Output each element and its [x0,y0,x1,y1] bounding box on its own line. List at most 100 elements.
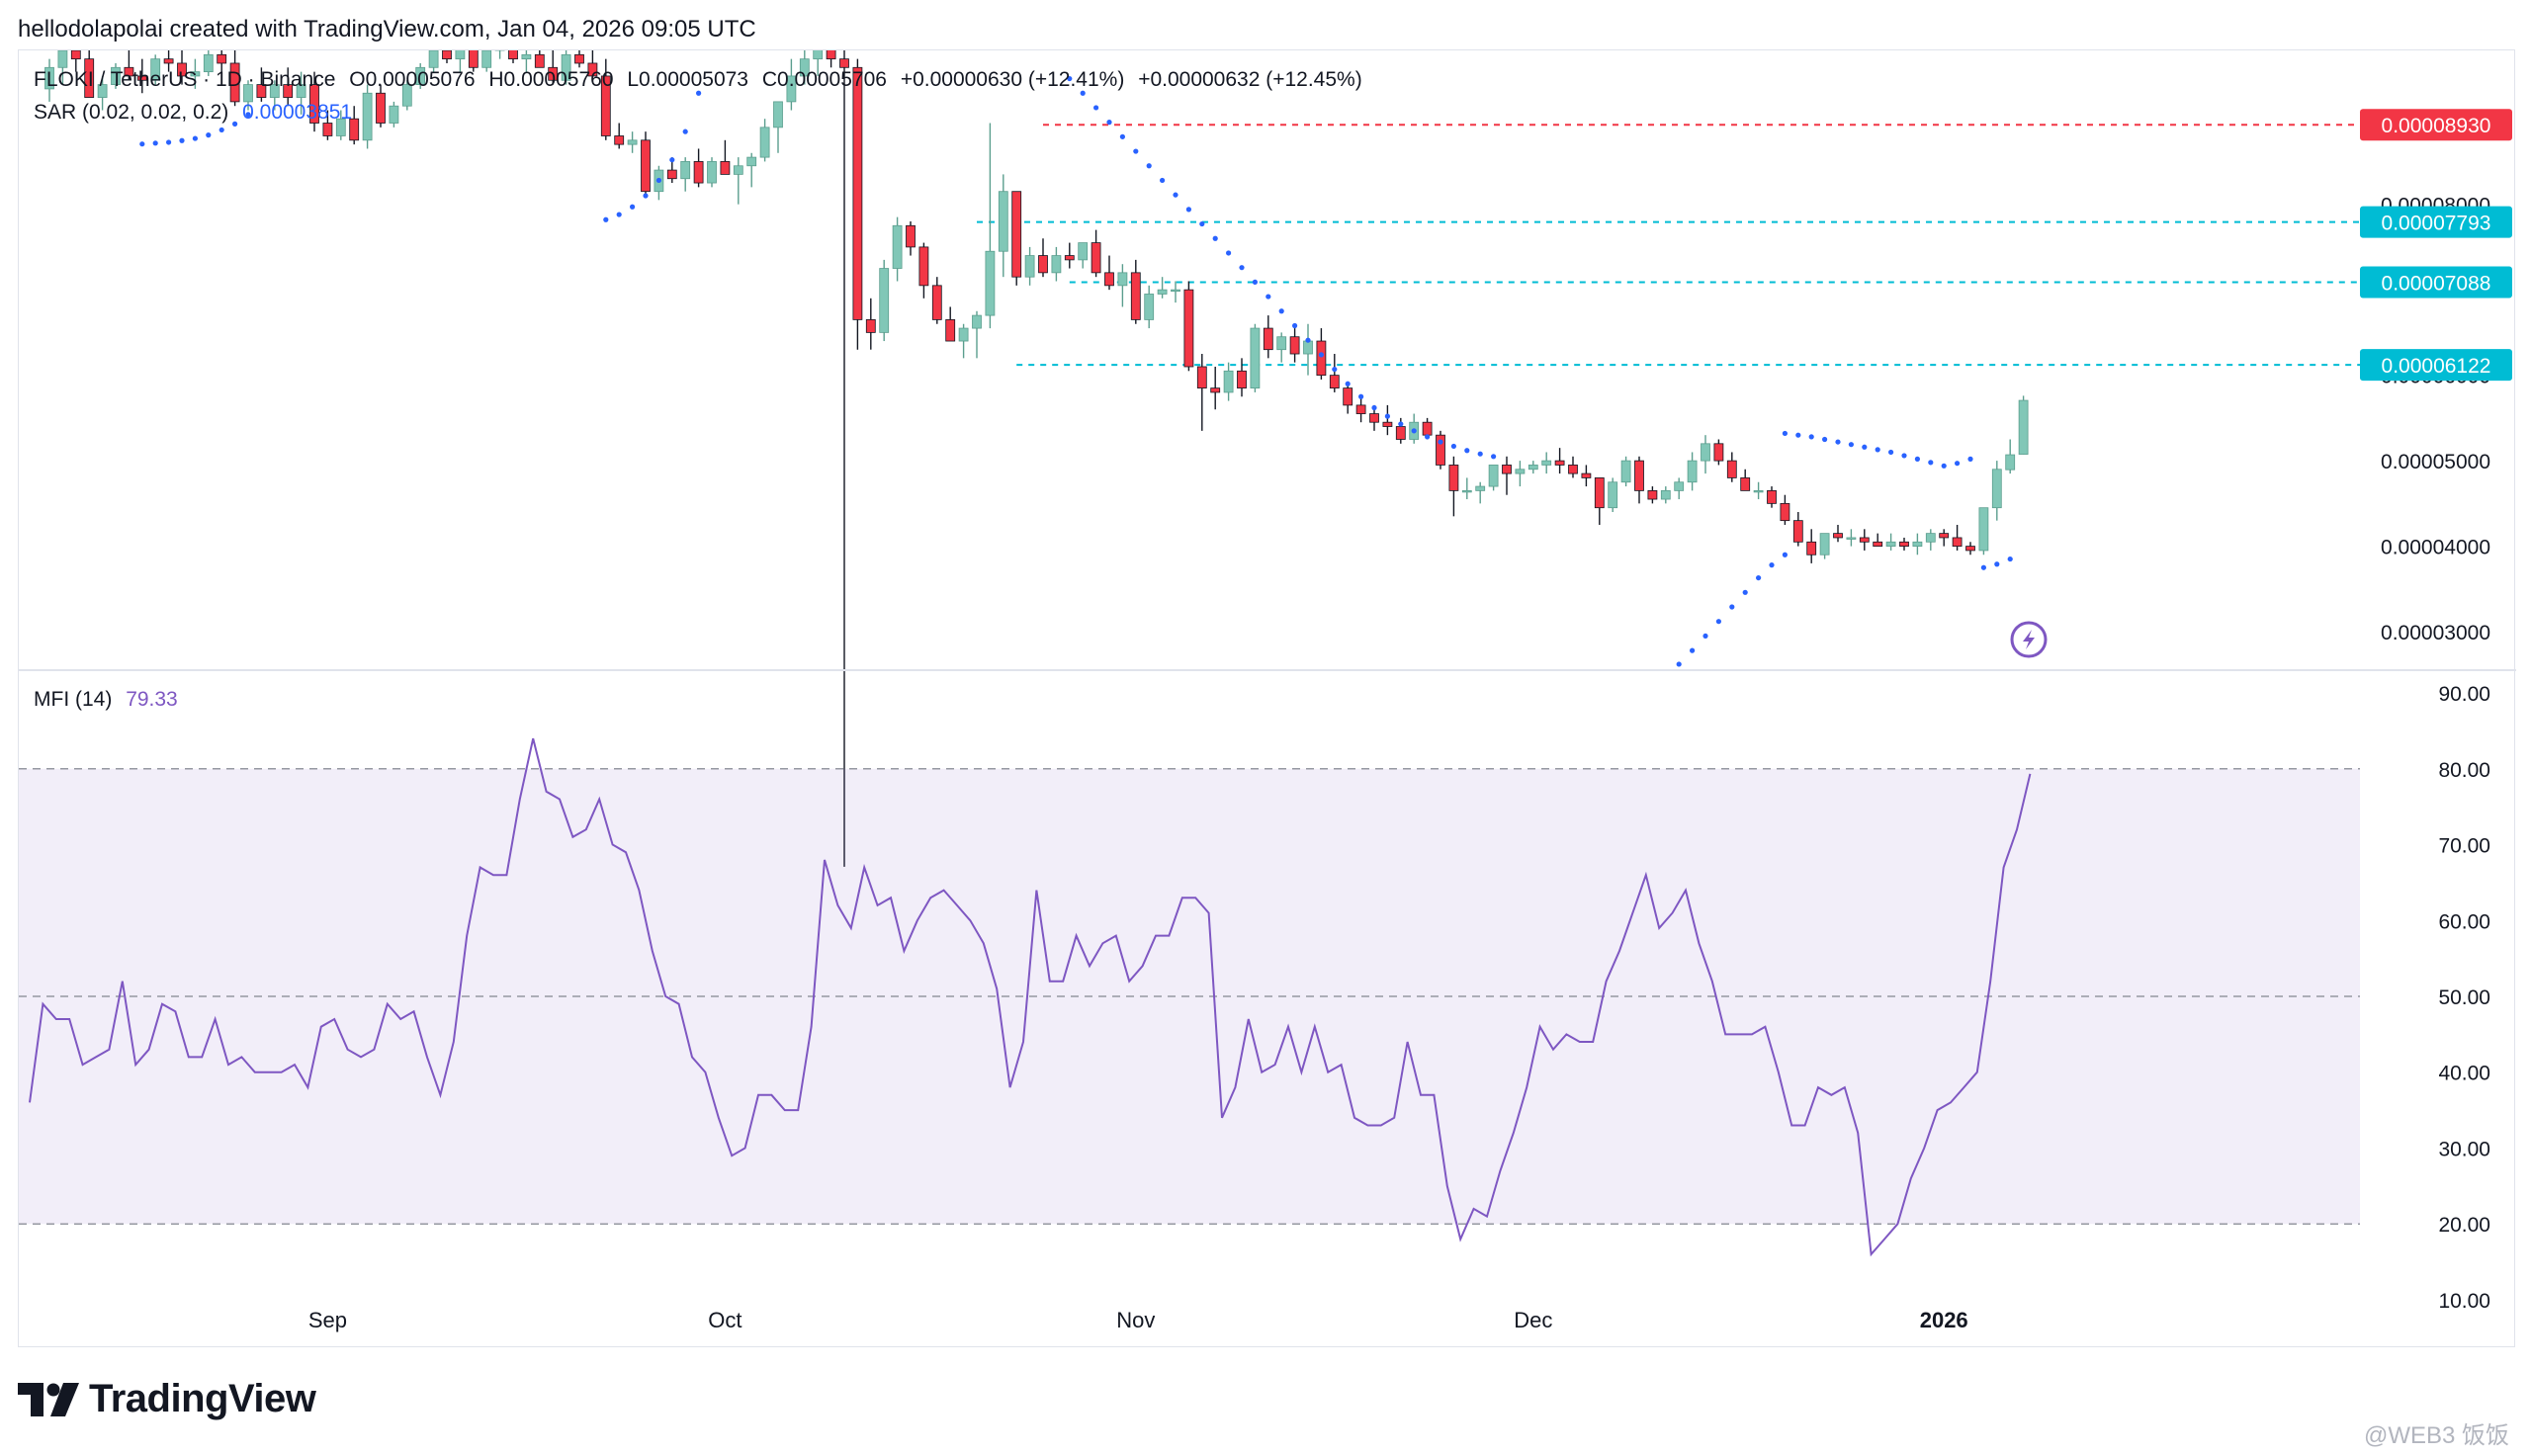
candle[interactable] [693,148,704,188]
candle[interactable] [124,50,134,81]
candle[interactable] [918,242,929,299]
candle[interactable] [1157,277,1168,299]
candle[interactable] [1130,259,1141,324]
candle[interactable] [1144,285,1155,329]
candle[interactable] [1329,354,1340,392]
candle[interactable] [1885,533,1896,551]
candle[interactable] [1581,465,1592,487]
candle[interactable] [1899,537,1909,551]
candle[interactable] [1051,246,1062,282]
candle[interactable] [1475,481,1486,504]
candle[interactable] [1091,229,1101,278]
candle[interactable] [865,298,876,350]
candle[interactable] [985,123,996,329]
tradingview-logo[interactable]: TradingView [18,1377,316,1421]
candle[interactable] [1952,524,1963,551]
candle[interactable] [733,157,743,205]
candle[interactable] [1461,477,1472,500]
candle[interactable] [1939,529,1950,547]
candle[interactable] [879,259,890,342]
candle[interactable] [296,71,306,115]
candle[interactable] [84,45,95,98]
candle[interactable] [190,58,201,89]
candle[interactable] [1647,486,1658,504]
candle[interactable] [1780,494,1790,525]
candle[interactable] [1515,461,1526,487]
candle[interactable] [998,174,1008,278]
candle[interactable] [243,80,253,111]
candle[interactable] [1608,477,1618,513]
candle[interactable] [1289,328,1300,363]
candle[interactable] [574,38,584,68]
candle[interactable] [548,45,559,85]
candle[interactable] [746,152,757,188]
candle[interactable] [428,45,439,72]
candle[interactable] [707,157,717,188]
candle[interactable] [376,84,386,128]
candle[interactable] [1276,332,1287,363]
candle[interactable] [150,54,161,85]
candle[interactable] [481,45,492,72]
candle[interactable] [362,84,373,149]
candle[interactable] [627,131,638,153]
candle[interactable] [1792,512,1803,547]
candle[interactable] [389,101,399,128]
candle[interactable] [229,50,240,107]
candle[interactable] [1117,264,1128,307]
mfi-line[interactable] [29,737,2032,1257]
candle[interactable] [614,123,625,149]
candle[interactable] [1436,430,1445,470]
candle[interactable] [1674,477,1685,500]
candle[interactable] [931,277,942,324]
candle[interactable] [600,58,611,140]
candle[interactable] [1873,533,1883,547]
candle[interactable] [1343,384,1353,414]
chart-svg[interactable]: 0.000030000.000040000.000050000.00006000… [19,38,2516,1348]
candle[interactable] [799,50,810,85]
candle[interactable] [1064,242,1075,269]
candle[interactable] [852,58,863,350]
candle[interactable] [1713,439,1724,466]
candle[interactable] [1991,461,2002,521]
candle[interactable] [1925,529,1936,551]
candle[interactable] [2018,395,2029,455]
candle[interactable] [1038,238,1048,278]
candle[interactable] [1171,281,1180,303]
candle[interactable] [349,106,360,145]
candle[interactable] [826,38,836,68]
candle[interactable] [1846,529,1857,547]
candle[interactable] [1502,456,1512,495]
candle[interactable] [256,67,267,102]
candle[interactable] [1687,452,1698,491]
candle[interactable] [1568,456,1578,478]
candle[interactable] [1594,477,1605,525]
candle[interactable] [958,323,969,359]
candle[interactable] [534,38,545,68]
candle[interactable] [945,306,956,342]
candle[interactable] [1078,242,1089,269]
candle[interactable] [561,50,571,85]
candle[interactable] [892,216,903,282]
candle[interactable] [1196,354,1207,431]
symbol-title[interactable]: FLOKI / TetherUS · 1D · Binance [34,68,336,91]
candle[interactable] [1210,366,1221,410]
candle[interactable] [2005,439,2016,474]
candle[interactable] [680,157,691,192]
candle[interactable] [203,50,214,76]
candle[interactable] [1660,486,1671,504]
candle[interactable] [97,75,108,111]
candle[interactable] [759,119,770,162]
candle[interactable] [1753,481,1764,500]
candle[interactable] [1859,529,1870,551]
candle[interactable] [839,38,849,867]
candle[interactable] [269,80,280,111]
candle[interactable] [44,58,54,102]
candle[interactable] [1806,529,1817,563]
candle[interactable] [1024,246,1035,286]
candle[interactable] [309,71,319,132]
candle[interactable] [1978,507,1989,556]
candle[interactable] [1620,456,1631,487]
candle[interactable] [1527,461,1538,474]
candle[interactable] [508,38,518,63]
candle[interactable] [177,45,187,85]
